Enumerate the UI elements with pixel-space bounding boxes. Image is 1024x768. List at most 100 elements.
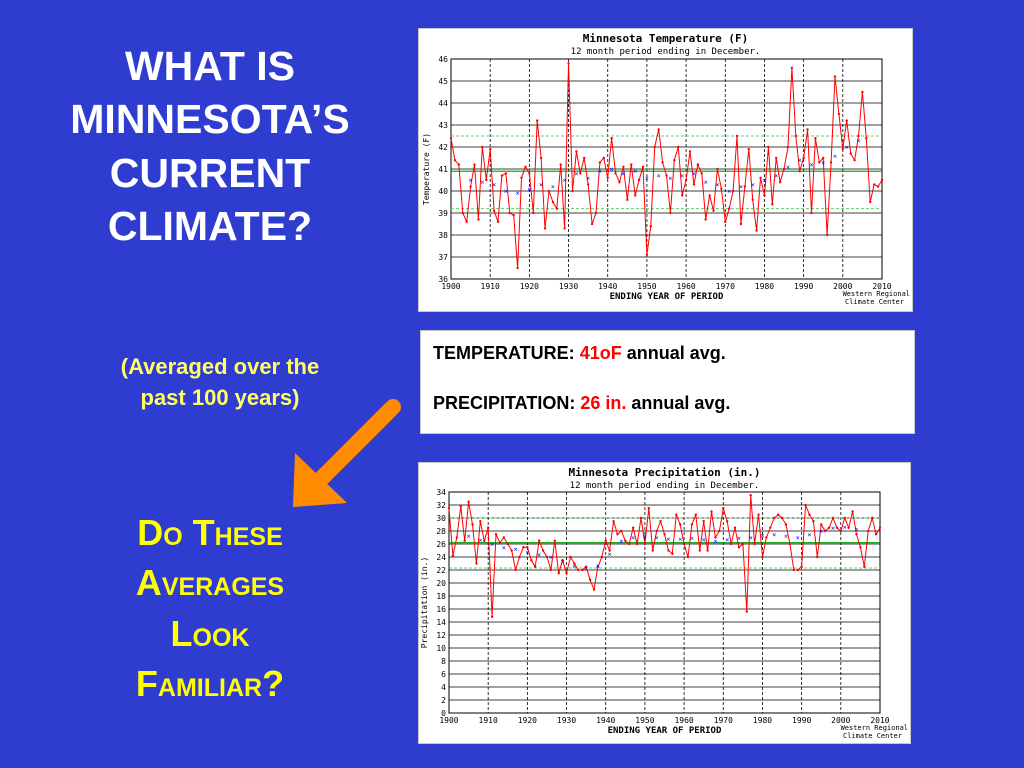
data-point-annual xyxy=(655,530,657,532)
data-point-annual xyxy=(871,517,873,519)
data-point-annual xyxy=(793,569,795,571)
data-point-annual xyxy=(558,572,560,574)
data-point-annual xyxy=(875,533,877,535)
moving-average-point: × xyxy=(480,179,484,187)
data-point-annual xyxy=(808,514,810,516)
data-point-annual xyxy=(830,161,832,163)
data-point-annual xyxy=(859,546,861,548)
data-point-annual xyxy=(622,166,624,168)
x-tick-label: 1930 xyxy=(559,282,578,291)
data-point-annual xyxy=(589,579,591,581)
chart-subtitle: 12 month period ending in December. xyxy=(570,481,760,491)
moving-average-point: × xyxy=(680,172,684,180)
data-point-annual xyxy=(844,517,846,519)
data-point-annual xyxy=(540,157,542,159)
data-point-annual xyxy=(777,514,779,516)
data-point-annual xyxy=(575,150,577,152)
data-point-annual xyxy=(851,510,853,512)
moving-average-point: × xyxy=(843,524,847,532)
moving-average-point: × xyxy=(537,551,541,559)
data-point-annual xyxy=(487,527,489,529)
data-point-annual xyxy=(693,183,695,185)
x-axis-label: ENDING YEAR OF PERIOD xyxy=(610,292,724,302)
data-point-annual xyxy=(534,566,536,568)
x-tick-label: 1910 xyxy=(479,716,498,725)
title-line: MINNESOTA’S xyxy=(20,93,400,146)
data-point-annual xyxy=(846,119,848,121)
data-point-annual xyxy=(695,514,697,516)
moving-average-point: × xyxy=(751,181,755,189)
moving-average-point: × xyxy=(631,534,635,542)
moving-average-point: × xyxy=(702,536,706,544)
moving-average-point: × xyxy=(760,532,764,540)
data-point-annual xyxy=(810,212,812,214)
data-point-annual xyxy=(577,569,579,571)
data-point-annual xyxy=(485,179,487,181)
data-point-annual xyxy=(650,225,652,227)
series-line-annual xyxy=(451,63,882,268)
data-point-annual xyxy=(593,588,595,590)
temperature-value: 41oF xyxy=(580,343,622,363)
data-point-annual xyxy=(763,194,765,196)
x-tick-label: 1940 xyxy=(596,716,615,725)
data-point-annual xyxy=(495,533,497,535)
y-tick-label: 39 xyxy=(438,209,448,218)
moving-average-point: × xyxy=(762,177,766,185)
data-point-annual xyxy=(475,562,477,564)
temperature-label: TEMPERATURE: xyxy=(433,343,575,363)
data-point-annual xyxy=(701,172,703,174)
data-point-annual xyxy=(624,540,626,542)
moving-average-point: × xyxy=(574,170,578,178)
arrow-shape xyxy=(293,407,393,507)
data-point-annual xyxy=(744,185,746,187)
moving-average-point: × xyxy=(515,190,519,198)
data-point-annual xyxy=(454,159,456,161)
data-point-annual xyxy=(661,161,663,163)
data-point-annual xyxy=(469,185,471,187)
data-point-annual xyxy=(718,530,720,532)
data-point-annual xyxy=(612,520,614,522)
averages-info-box: TEMPERATURE: 41oF annual avg. PRECIPITAT… xyxy=(420,330,915,434)
data-point-annual xyxy=(591,223,593,225)
temperature-suffix: annual avg. xyxy=(627,343,726,363)
data-point-annual xyxy=(728,207,730,209)
y-tick-label: 16 xyxy=(436,605,446,614)
moving-average-point: × xyxy=(468,177,472,185)
moving-average-point: × xyxy=(633,168,637,176)
moving-average-point: × xyxy=(586,174,590,182)
data-point-annual xyxy=(505,172,507,174)
data-point-annual xyxy=(824,530,826,532)
moving-average-point: × xyxy=(549,554,553,562)
data-point-annual xyxy=(567,62,569,64)
data-point-annual xyxy=(681,194,683,196)
y-tick-label: 18 xyxy=(436,592,446,601)
data-point-annual xyxy=(614,172,616,174)
data-point-annual xyxy=(550,569,552,571)
data-point-annual xyxy=(879,527,881,529)
data-point-annual xyxy=(836,527,838,529)
data-point-annual xyxy=(732,190,734,192)
data-point-annual xyxy=(552,201,554,203)
x-tick-label: 1900 xyxy=(441,282,460,291)
data-point-annual xyxy=(481,146,483,148)
moving-average-point: × xyxy=(668,174,672,182)
moving-average-point: × xyxy=(478,537,482,545)
x-tick-label: 1910 xyxy=(481,282,500,291)
x-tick-label: 1970 xyxy=(716,282,735,291)
y-tick-label: 44 xyxy=(438,99,448,108)
data-point-annual xyxy=(493,210,495,212)
data-point-annual xyxy=(787,146,789,148)
x-tick-label: 1950 xyxy=(635,716,654,725)
title-line: WHAT IS xyxy=(20,40,400,93)
data-point-annual xyxy=(532,212,534,214)
data-point-annual xyxy=(601,556,603,558)
credit-line: Western Regional xyxy=(841,724,908,732)
x-tick-label: 1980 xyxy=(755,282,774,291)
moving-average-point: × xyxy=(725,536,729,544)
data-point-annual xyxy=(710,510,712,512)
data-point-annual xyxy=(654,146,656,148)
data-point-annual xyxy=(791,67,793,69)
data-point-annual xyxy=(826,234,828,236)
data-point-annual xyxy=(501,174,503,176)
moving-average-point: × xyxy=(739,183,743,191)
